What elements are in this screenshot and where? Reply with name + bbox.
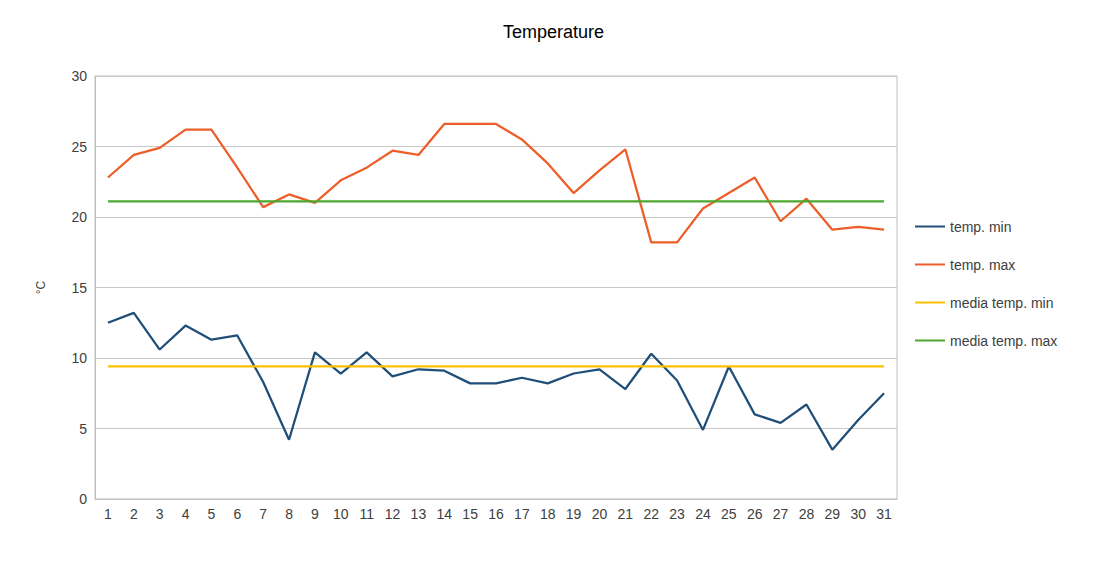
svg-text:3: 3	[156, 506, 164, 522]
svg-text:21: 21	[618, 506, 634, 522]
svg-text:5: 5	[208, 506, 216, 522]
svg-text:temp. max: temp. max	[950, 257, 1015, 273]
svg-text:2: 2	[130, 506, 138, 522]
svg-text:16: 16	[488, 506, 504, 522]
svg-text:22: 22	[643, 506, 659, 522]
svg-text:15: 15	[462, 506, 478, 522]
svg-text:30: 30	[850, 506, 866, 522]
svg-text:24: 24	[695, 506, 711, 522]
svg-text:4: 4	[182, 506, 190, 522]
svg-text:12: 12	[385, 506, 401, 522]
svg-text:7: 7	[259, 506, 267, 522]
svg-text:6: 6	[233, 506, 241, 522]
svg-text:30: 30	[71, 68, 87, 84]
svg-text:15: 15	[71, 280, 87, 296]
svg-text:25: 25	[71, 139, 87, 155]
svg-text:media temp. min: media temp. min	[950, 295, 1053, 311]
svg-text:18: 18	[540, 506, 556, 522]
svg-text:5: 5	[79, 421, 87, 437]
svg-text:20: 20	[592, 506, 608, 522]
svg-text:20: 20	[71, 209, 87, 225]
svg-text:14: 14	[436, 506, 452, 522]
svg-text:29: 29	[825, 506, 841, 522]
svg-text:19: 19	[566, 506, 582, 522]
svg-text:9: 9	[311, 506, 319, 522]
svg-text:27: 27	[773, 506, 789, 522]
svg-text:0: 0	[79, 491, 87, 507]
svg-text:11: 11	[359, 506, 374, 522]
svg-text:Temperature: Temperature	[503, 22, 604, 42]
svg-text:1: 1	[104, 506, 112, 522]
svg-text:13: 13	[411, 506, 427, 522]
svg-text:23: 23	[669, 506, 685, 522]
svg-text:temp. min: temp. min	[950, 219, 1011, 235]
svg-text:10: 10	[71, 350, 87, 366]
svg-text:10: 10	[333, 506, 349, 522]
svg-text:media temp. max: media temp. max	[950, 333, 1057, 349]
svg-text:28: 28	[799, 506, 815, 522]
svg-text:31: 31	[876, 506, 892, 522]
svg-text:26: 26	[747, 506, 763, 522]
svg-text:°C: °C	[34, 280, 48, 294]
svg-text:17: 17	[514, 506, 530, 522]
svg-text:8: 8	[285, 506, 293, 522]
svg-text:25: 25	[721, 506, 737, 522]
